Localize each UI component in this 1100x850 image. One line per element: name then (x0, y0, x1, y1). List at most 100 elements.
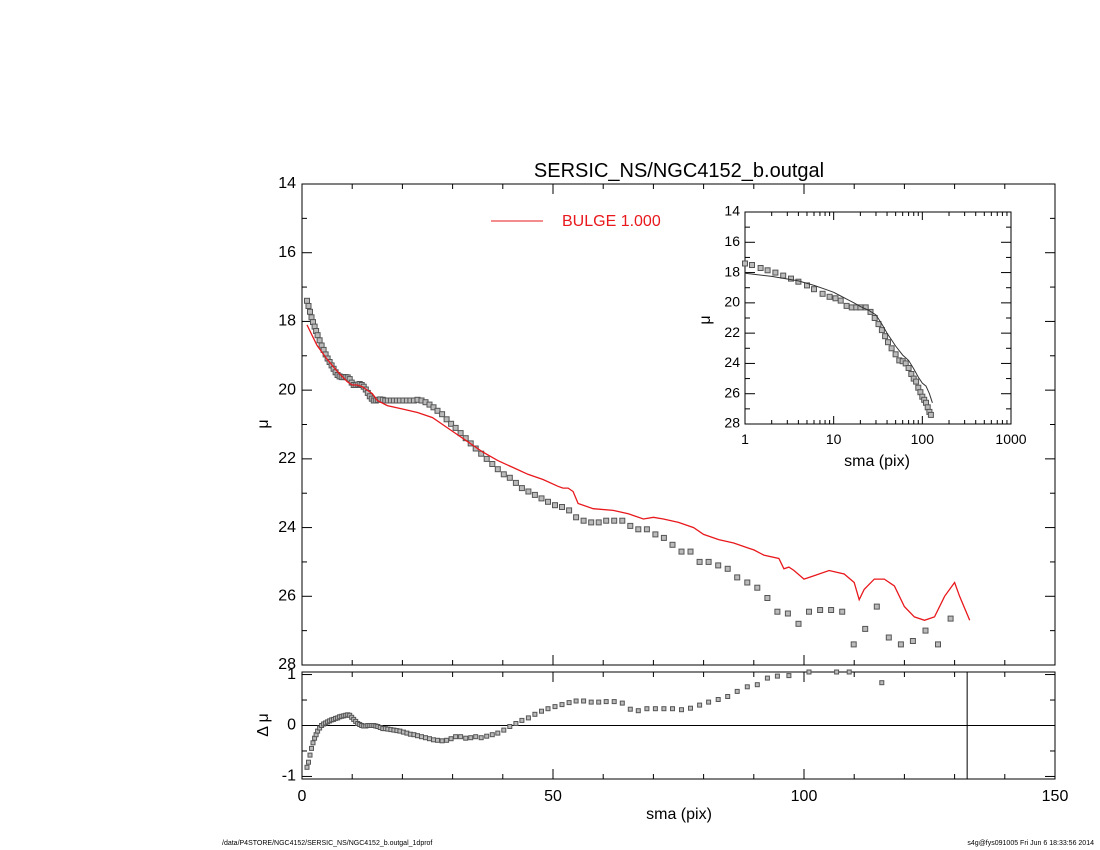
residual-y-axis-label: Δ μ (255, 713, 272, 736)
inset-ytick-label: 22 (724, 324, 740, 340)
profile-data-marker (434, 407, 441, 414)
bulge-model-line (306, 324, 971, 621)
profile-data-marker (448, 420, 455, 427)
profile-data-marker (573, 514, 580, 521)
profile-data-marker (430, 404, 437, 411)
profile-data-marker (518, 485, 525, 492)
residual-data-marker (806, 669, 812, 675)
legend-label-bulge: BULGE 1.000 (562, 213, 661, 230)
profile-data-marker (506, 474, 513, 481)
profile-data-marker (922, 627, 929, 634)
profile-data-marker (619, 517, 626, 524)
profile-data-marker (678, 548, 685, 555)
residual-xtick-label: 100 (791, 788, 818, 805)
main-ytick-label: 26 (278, 588, 296, 605)
residual-data-marker (431, 737, 436, 743)
inset-data-marker (757, 265, 764, 271)
inset-plot: 14 16 18 20 22 24 26 281 10 100 1000 (724, 203, 1026, 447)
inset-xtick-label: 1000 (995, 431, 1026, 447)
residual-xtick-label: 0 (298, 788, 307, 805)
residual-data-marker (652, 706, 658, 712)
residual-data-marker (559, 702, 565, 708)
profile-data-marker (724, 565, 731, 572)
profile-data-marker (525, 488, 532, 495)
inset-ytick-label: 20 (724, 294, 740, 310)
residual-xtick-label: 150 (1042, 788, 1069, 805)
residual-data-marker (484, 733, 490, 739)
profile-data-marker (316, 337, 323, 344)
residual-data-marker (458, 734, 464, 740)
residual-data-marker (725, 694, 731, 699)
residual-data-marker (304, 764, 310, 770)
main-ytick-label: 16 (278, 244, 296, 261)
profile-data-marker (512, 479, 519, 486)
residual-data-marker (489, 732, 495, 738)
residual-data-marker (419, 734, 424, 740)
residual-data-marker (588, 699, 594, 705)
residual-data-marker (444, 737, 450, 743)
residual-data-marker (635, 708, 641, 714)
profile-data-marker (305, 303, 312, 309)
inset-model-line (744, 272, 933, 403)
profile-data-marker (580, 517, 587, 524)
profile-data-marker (744, 579, 751, 586)
residual-data-marker (453, 734, 459, 740)
inset-data-marker (885, 339, 891, 346)
main-ytick-label: 28 (278, 656, 296, 673)
residual-data-marker (423, 735, 428, 741)
inset-ytick-label: 14 (724, 203, 740, 219)
main-ytick-label: 22 (278, 450, 296, 467)
profile-data-marker (308, 314, 315, 321)
profile-data-marker (817, 607, 824, 613)
residual-data-marker (478, 735, 484, 741)
residual-data-marker (519, 717, 525, 723)
residual-data-marker (473, 734, 479, 740)
inset-x-axis-label: sma (pix) (844, 453, 910, 470)
inset-ytick-label: 26 (724, 384, 740, 400)
residual-data-marker (306, 759, 311, 765)
profile-data-marker (635, 526, 642, 533)
inset-data-marker (749, 262, 755, 268)
profile-data-marker (764, 595, 771, 601)
inset-xtick-label: 10 (826, 431, 842, 447)
profile-data-marker (566, 507, 573, 514)
inset-data-marker (811, 286, 817, 293)
main-plot: 14 16 18 20 22 24 26 28 (278, 175, 1056, 673)
profile-data-marker (314, 332, 321, 339)
residual-data-marker (463, 735, 469, 741)
chart-title: SERSIC_NS/NGC4152_b.outgal (534, 160, 824, 182)
profile-data-marker (559, 504, 565, 510)
residual-data-marker (468, 735, 474, 741)
profile-data-marker (627, 522, 634, 529)
residual-data-marker (706, 699, 712, 705)
inset-ytick-label: 16 (724, 233, 740, 249)
residual-data-marker (611, 699, 617, 705)
profile-data-marker (489, 461, 496, 467)
inset-data-marker (780, 272, 787, 279)
residual-data-marker (744, 684, 750, 690)
inset-y-axis-label: μ (697, 315, 714, 324)
residual-x-axis-label: sma (pix) (646, 806, 712, 823)
legend: BULGE 1.000 (491, 213, 661, 230)
profile-data-marker (611, 517, 618, 524)
profile-data-marker (715, 562, 722, 569)
inset-data-marker (892, 351, 899, 358)
residual-data-marker (786, 673, 792, 679)
residual-data-marker (545, 706, 551, 712)
residual-data-marker (566, 700, 572, 706)
inset-xtick-label: 1 (741, 431, 749, 447)
residual-data-marker (644, 706, 650, 712)
inset-data-marker (772, 269, 779, 276)
residual-data-marker (627, 706, 633, 712)
inset-data-marker (875, 321, 882, 328)
residual-data-marker (307, 752, 313, 758)
residual-data-marker (715, 697, 721, 702)
residual-data-marker (507, 724, 513, 729)
inset-data-marker (764, 267, 771, 274)
residual-data-marker (309, 745, 314, 751)
profile-data-marker (494, 466, 501, 473)
profile-data-marker (828, 607, 835, 613)
residual-data-marker (552, 704, 558, 710)
profile-data-marker (705, 558, 712, 565)
profile-data-marker (862, 625, 869, 632)
